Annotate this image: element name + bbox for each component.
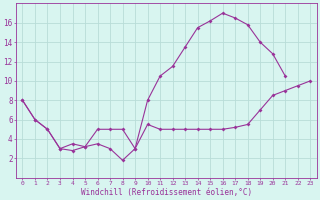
X-axis label: Windchill (Refroidissement éolien,°C): Windchill (Refroidissement éolien,°C) — [81, 188, 252, 197]
